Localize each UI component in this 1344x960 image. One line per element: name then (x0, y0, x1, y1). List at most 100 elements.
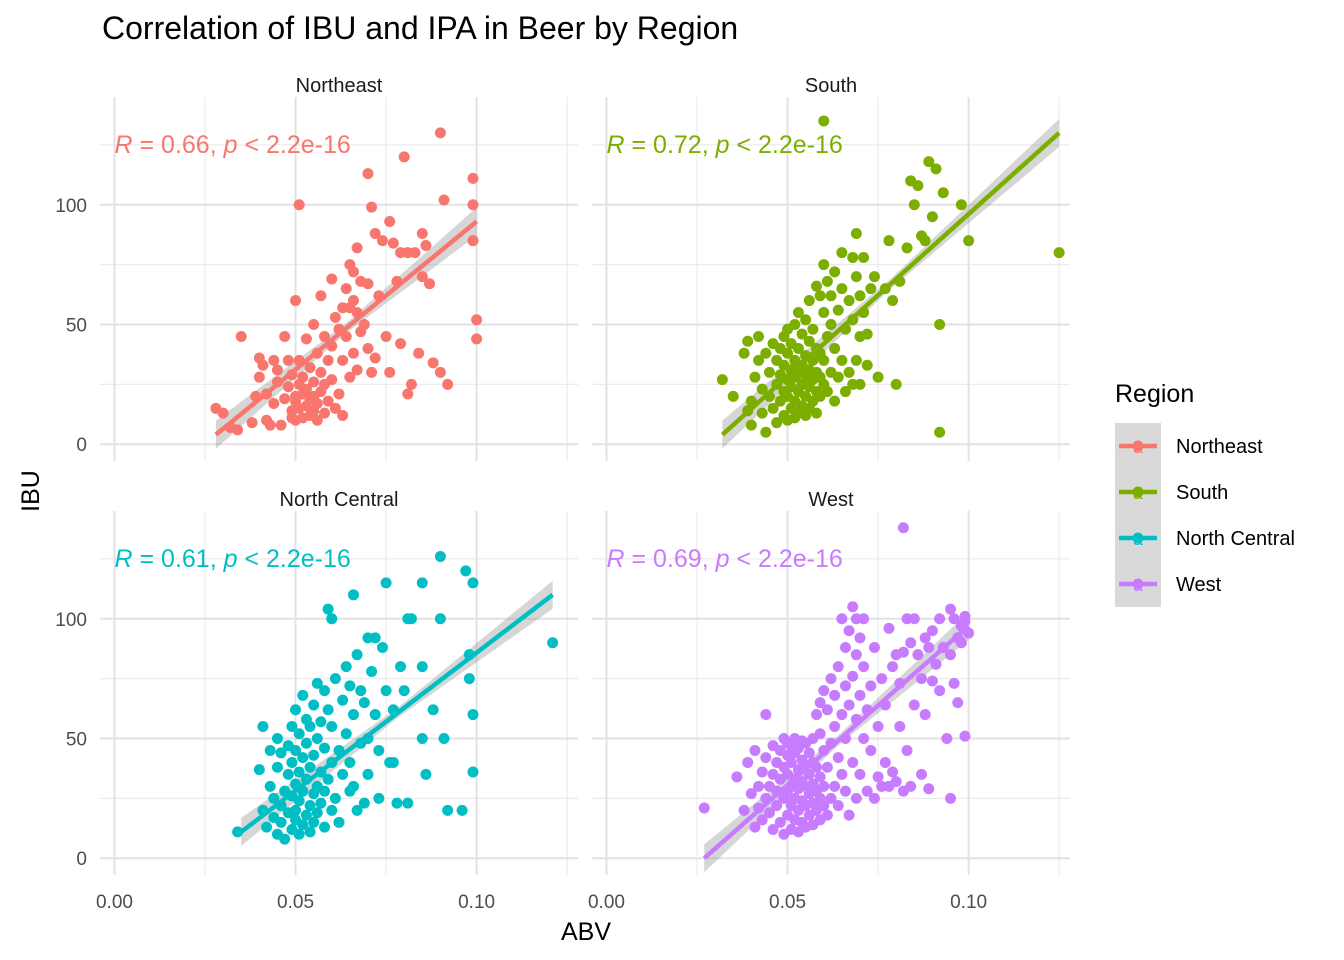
data-point (839, 386, 851, 398)
data-point (293, 199, 305, 211)
data-point (434, 366, 446, 378)
data-point (271, 733, 283, 744)
data-point (749, 821, 761, 833)
data-point (825, 290, 837, 302)
data-point (369, 709, 381, 721)
data-point (934, 426, 946, 438)
annotation-part: p (715, 131, 730, 159)
annotation-north-central: R = 0.61, p < 2.2e-16 (114, 545, 350, 573)
data-point (471, 333, 483, 345)
data-point (760, 426, 772, 438)
data-point (442, 378, 454, 390)
data-point (890, 378, 902, 390)
data-point (290, 804, 302, 816)
data-point (547, 637, 559, 649)
annotation-part: R (606, 545, 624, 573)
data-point (420, 768, 432, 780)
data-point (347, 589, 359, 601)
data-point (355, 685, 367, 697)
fit-line-south (720, 131, 1061, 437)
data-point (347, 709, 359, 721)
data-point (923, 642, 935, 653)
data-point (868, 792, 880, 804)
data-point (727, 390, 739, 402)
data-point (322, 773, 334, 785)
data-point (814, 728, 826, 740)
data-point (304, 721, 316, 733)
data-point (847, 251, 859, 263)
data-point (347, 266, 359, 278)
data-point (304, 761, 316, 773)
data-point (337, 694, 349, 706)
data-point (821, 386, 833, 398)
data-point (362, 278, 374, 290)
data-point (952, 697, 964, 709)
data-point (836, 354, 848, 366)
data-point (850, 649, 862, 661)
data-point (405, 613, 417, 625)
data-point (347, 295, 359, 307)
data-point (934, 319, 946, 330)
legend-key-point (1132, 532, 1144, 544)
data-point (887, 661, 899, 673)
data-point (380, 577, 392, 589)
data-point (384, 216, 396, 228)
data-point (821, 809, 833, 821)
data-point (959, 730, 971, 742)
data-point (854, 632, 866, 644)
data-point (955, 637, 967, 649)
data-point (347, 347, 359, 359)
data-point (829, 342, 841, 354)
data-point (329, 673, 341, 685)
data-point (945, 603, 956, 615)
data-point (803, 768, 815, 780)
data-point (847, 601, 859, 613)
data-point (854, 689, 866, 701)
data-point (858, 661, 870, 673)
data-point (832, 661, 844, 673)
data-point (796, 328, 808, 340)
panels-layer: Northeast R = 0.66, p < 2.2e-16 0 50 100 Sout… (55, 75, 1070, 913)
data-point (753, 780, 765, 792)
data-point (738, 804, 750, 816)
data-point (749, 371, 761, 383)
y-tick-label: 100 (55, 196, 87, 217)
data-point (275, 747, 287, 759)
y-tick-label: 0 (76, 849, 87, 870)
legend-label-north-central: North Central (1176, 528, 1295, 550)
data-point (745, 788, 757, 800)
data-point (865, 283, 877, 295)
data-point (369, 632, 381, 644)
y-tick-label: 0 (76, 435, 87, 456)
data-point (373, 744, 385, 756)
data-point (959, 615, 971, 627)
data-point (774, 816, 786, 828)
data-point (948, 613, 960, 625)
data-point (319, 685, 331, 697)
data-point (420, 239, 432, 251)
data-point (811, 407, 823, 419)
annotation-part: = 0.72, (625, 131, 716, 159)
panel-south: South R = 0.72, p < 2.2e-16 (592, 75, 1070, 461)
data-point (865, 680, 877, 692)
data-point (792, 342, 804, 354)
data-point (319, 330, 331, 342)
legend-key-south: a (1115, 469, 1161, 515)
data-point (402, 388, 414, 400)
strip-label-west: West (808, 489, 854, 511)
data-point (319, 407, 331, 419)
data-point (818, 800, 830, 812)
data-point (387, 756, 399, 768)
points-northeast (210, 127, 483, 436)
data-point (948, 677, 960, 689)
data-point (460, 565, 472, 577)
data-point (883, 235, 895, 247)
chart-title: Correlation of IBU and IPA in Beer by Re… (102, 10, 738, 46)
points-south (716, 115, 1065, 438)
data-point (825, 792, 837, 804)
data-point (753, 354, 765, 366)
data-point (268, 398, 280, 410)
data-point (315, 716, 327, 728)
data-point (836, 247, 848, 259)
annotation-part: p (223, 131, 238, 159)
